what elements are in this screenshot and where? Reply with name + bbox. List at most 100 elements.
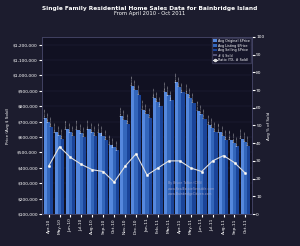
Text: $695,000: $695,000 xyxy=(47,111,50,122)
Y-axis label: Avg % of Sold: Avg % of Sold xyxy=(267,111,271,139)
Bar xyxy=(230,140,233,230)
Bar xyxy=(175,82,178,230)
Text: $570,000: $570,000 xyxy=(244,130,247,141)
Legend: Avg Original $Price, Avg Listing $Price, Avg Selling $Price, # $ Sold, Ratio (TX: Avg Original $Price, Avg Listing $Price,… xyxy=(212,38,251,63)
Bar xyxy=(186,94,189,230)
Text: $590,000: $590,000 xyxy=(241,127,243,138)
Text: $513,000: $513,000 xyxy=(116,139,119,150)
Bar xyxy=(69,132,72,230)
Text: $605,000: $605,000 xyxy=(102,125,104,136)
Bar xyxy=(98,133,102,230)
Bar xyxy=(72,136,75,230)
Text: $607,000: $607,000 xyxy=(94,125,97,135)
Bar xyxy=(80,133,83,230)
Text: $799,000: $799,000 xyxy=(160,95,162,106)
Bar xyxy=(94,136,97,230)
Bar xyxy=(91,132,94,230)
Text: $607,000: $607,000 xyxy=(73,125,75,135)
Text: $633,000: $633,000 xyxy=(215,121,217,131)
Y-axis label: Price (Avg $ Sold): Price (Avg $ Sold) xyxy=(6,107,10,144)
Bar xyxy=(182,92,185,230)
Bar xyxy=(105,140,108,230)
Bar xyxy=(65,129,69,230)
Bar xyxy=(160,106,163,230)
Bar xyxy=(58,136,61,230)
Text: $873,000: $873,000 xyxy=(138,84,140,94)
Text: $895,000: $895,000 xyxy=(165,80,167,91)
Text: $645,375: $645,375 xyxy=(77,119,79,129)
Text: $854,000: $854,000 xyxy=(190,87,192,97)
Bar xyxy=(192,103,196,230)
Text: $583,000: $583,000 xyxy=(226,128,228,139)
Bar xyxy=(244,142,247,230)
Bar xyxy=(236,146,239,230)
Bar xyxy=(225,140,229,230)
Text: $630,000: $630,000 xyxy=(55,121,57,132)
Text: $771,018: $771,018 xyxy=(197,100,200,110)
Bar xyxy=(167,95,170,230)
Text: $649,681: $649,681 xyxy=(66,118,68,129)
Bar xyxy=(189,98,192,230)
Bar xyxy=(83,137,86,230)
Bar xyxy=(219,132,222,230)
Text: $752,000: $752,000 xyxy=(146,102,148,113)
Text: $747,000: $747,000 xyxy=(201,103,203,114)
Text: $830,000: $830,000 xyxy=(157,91,159,101)
Bar xyxy=(76,130,80,230)
Text: $954,304: $954,304 xyxy=(176,71,178,82)
Text: $539,000: $539,000 xyxy=(237,135,239,146)
Bar xyxy=(109,145,112,230)
Bar xyxy=(47,122,50,230)
Bar xyxy=(211,128,214,230)
Text: $601,000: $601,000 xyxy=(84,126,86,136)
Text: $734,617: $734,617 xyxy=(121,105,123,116)
Text: $629,482: $629,482 xyxy=(219,121,221,132)
Text: $581,000: $581,000 xyxy=(106,129,108,139)
Bar xyxy=(61,138,64,230)
Text: $658,000: $658,000 xyxy=(212,117,214,127)
Bar xyxy=(120,116,124,230)
Text: $720,702: $720,702 xyxy=(44,107,46,118)
Text: $649,114: $649,114 xyxy=(88,118,90,129)
Bar xyxy=(131,86,134,230)
Bar xyxy=(178,87,182,230)
Bar xyxy=(208,125,211,230)
Text: $718,000: $718,000 xyxy=(204,108,206,118)
Text: $680,273: $680,273 xyxy=(208,113,210,124)
Bar xyxy=(142,110,146,230)
Text: $855,777: $855,777 xyxy=(154,87,156,97)
Text: $712,000: $712,000 xyxy=(124,109,126,119)
Bar xyxy=(127,124,130,230)
Bar xyxy=(148,118,152,230)
Bar xyxy=(146,114,148,230)
Text: $775,114: $775,114 xyxy=(143,99,145,109)
Text: $822,000: $822,000 xyxy=(193,92,195,102)
Text: $880,200: $880,200 xyxy=(186,83,188,93)
Text: $610,000: $610,000 xyxy=(58,124,61,135)
Bar xyxy=(247,146,250,230)
Bar xyxy=(124,120,127,230)
Text: $561,000: $561,000 xyxy=(233,132,236,142)
Text: $630,000: $630,000 xyxy=(91,121,93,132)
Text: $624,000: $624,000 xyxy=(80,122,83,133)
Bar xyxy=(102,136,105,230)
Bar xyxy=(233,143,236,230)
Text: $838,000: $838,000 xyxy=(171,89,173,100)
Text: $625,133: $625,133 xyxy=(99,122,101,132)
Text: $549,533: $549,533 xyxy=(110,134,112,144)
Bar xyxy=(200,114,203,230)
Bar xyxy=(241,138,244,230)
Text: From April 2010 - Oct 2011: From April 2010 - Oct 2011 xyxy=(114,11,186,16)
Text: $630,000: $630,000 xyxy=(69,121,71,132)
Text: $668,000: $668,000 xyxy=(51,115,53,126)
Bar xyxy=(197,111,200,230)
Text: $543,000: $543,000 xyxy=(248,135,250,145)
Bar xyxy=(50,126,53,230)
Bar xyxy=(153,98,156,230)
Text: $532,000: $532,000 xyxy=(113,136,115,147)
Text: $590,000: $590,000 xyxy=(62,127,64,138)
Text: $905,000: $905,000 xyxy=(135,79,137,89)
Text: Single Family Residential Home Sales Data for Bainbridge Island: Single Family Residential Home Sales Dat… xyxy=(42,6,258,11)
Bar xyxy=(112,148,116,230)
Bar xyxy=(55,132,58,230)
